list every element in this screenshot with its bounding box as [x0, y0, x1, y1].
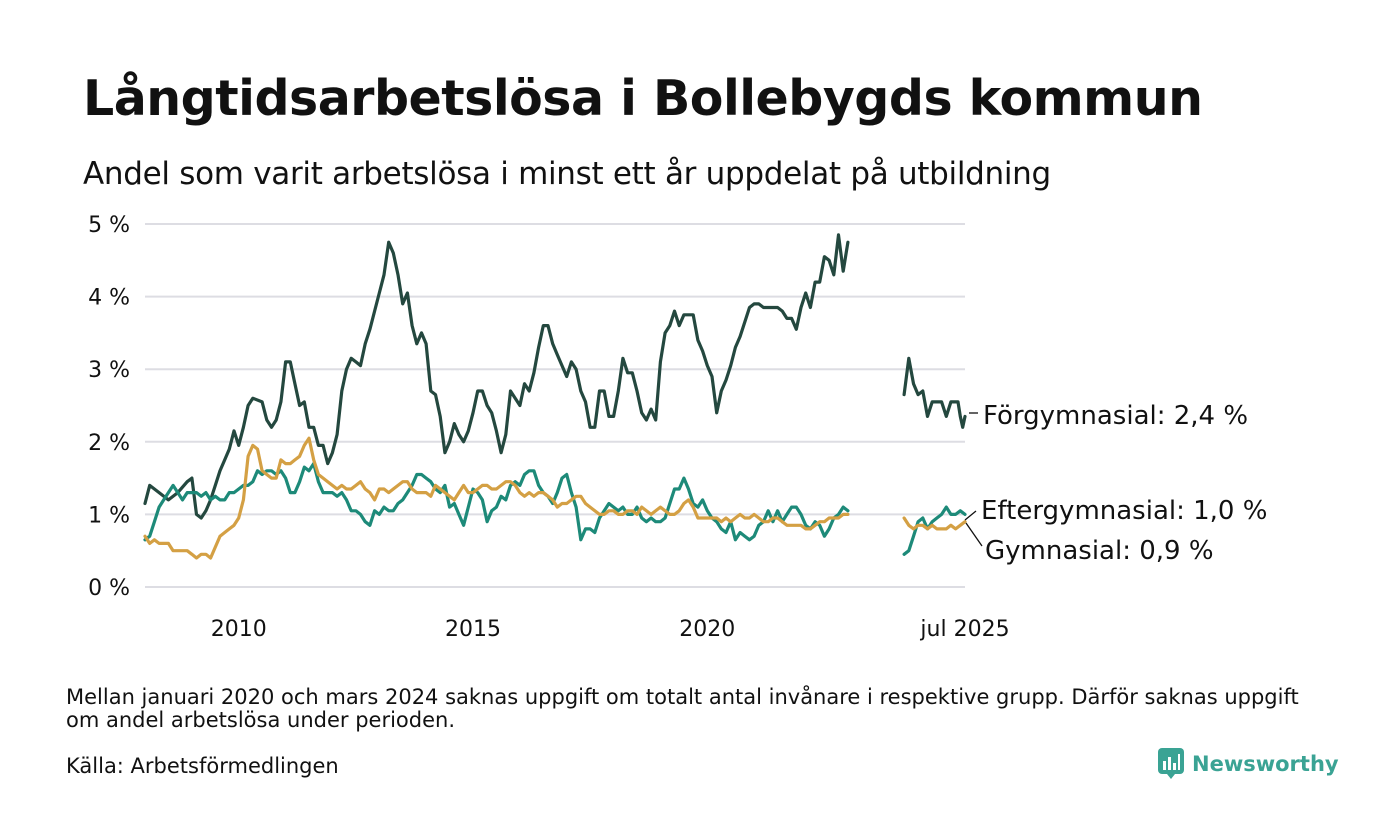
footnote: Mellan januari 2020 och mars 2024 saknas…	[66, 685, 1299, 732]
source-credit: Källa: Arbetsförmedlingen	[66, 754, 339, 778]
y-tick-label: 2 %	[88, 431, 130, 456]
series-line-eftergymnasial	[143, 462, 850, 542]
gridlines	[145, 223, 965, 588]
series-line-gymnasial	[143, 436, 850, 560]
brand-name: Newsworthy	[1192, 752, 1339, 776]
series-line-eftergymnasial	[902, 505, 967, 556]
series-end-label-gymnasial: Gymnasial: 0,9 %	[985, 536, 1214, 566]
series-end-labels: Förgymnasial: 2,4 % Eftergymnasial: 1,0 %…	[964, 401, 1267, 566]
y-tick-label: 4 %	[88, 286, 130, 311]
chart-subtitle: Andel som varit arbetslösa i minst ett å…	[83, 156, 1051, 192]
series-lines	[143, 233, 967, 560]
newsworthy-logo-icon	[1158, 748, 1184, 779]
chart-title: Långtidsarbetslösa i Bollebygds kommun	[83, 70, 1203, 127]
label-leader-line	[965, 522, 983, 547]
x-tick-label: 2020	[679, 617, 735, 642]
series-line-förgymnasial	[902, 356, 967, 429]
x-tick-label: 2010	[211, 617, 267, 642]
y-tick-label: 5 %	[88, 213, 130, 238]
y-tick-label: 0 %	[88, 576, 130, 601]
x-axis-tick-labels: 2010 2015 2020 jul 2025	[211, 617, 1010, 642]
series-end-label-eftergymnasial: Eftergymnasial: 1,0 %	[981, 496, 1267, 526]
x-tick-label: jul 2025	[919, 617, 1009, 642]
y-tick-label: 1 %	[88, 503, 130, 528]
brand-logo[interactable]: Newsworthy	[1158, 748, 1339, 780]
y-axis-tick-labels: 0 % 1 % 2 % 3 % 4 % 5 %	[88, 213, 130, 601]
series-line-gymnasial	[902, 516, 967, 531]
line-chart: 0 %1 %2 %3 %4 %5 % 2010 2015 2020 jul 2025 …	[88, 213, 1267, 642]
x-tick-label: 2015	[445, 617, 501, 642]
series-end-label-förgymnasial: Förgymnasial: 2,4 %	[983, 401, 1248, 431]
label-leader-line	[964, 510, 977, 521]
series-line-förgymnasial	[143, 233, 850, 520]
y-tick-label: 3 %	[88, 358, 130, 383]
